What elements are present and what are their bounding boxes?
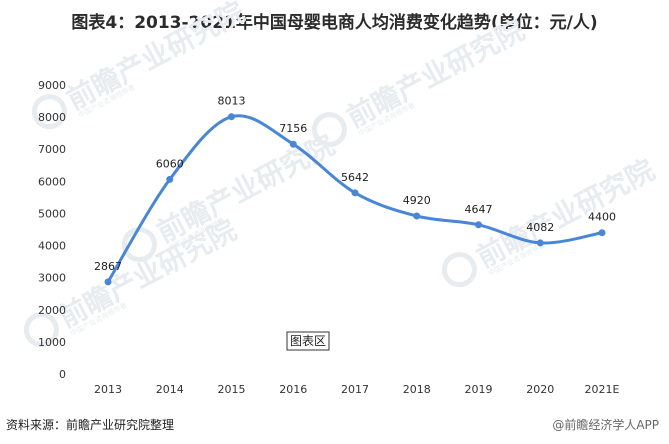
y-tick-label: 2000 xyxy=(38,304,66,317)
data-label: 8013 xyxy=(218,95,246,108)
y-tick-label: 7000 xyxy=(38,143,66,156)
y-tick-label: 3000 xyxy=(38,272,66,285)
data-point xyxy=(289,140,297,148)
x-tick-label: 2016 xyxy=(279,383,307,396)
y-tick-label: 5000 xyxy=(38,207,66,220)
data-label: 7156 xyxy=(279,122,307,135)
data-point xyxy=(351,189,359,197)
y-tick-label: 0 xyxy=(59,368,66,381)
watermark-logo xyxy=(441,252,477,288)
y-tick-label: 6000 xyxy=(38,175,66,188)
y-tick-label: 8000 xyxy=(38,111,66,124)
x-tick-label: 2020 xyxy=(526,383,554,396)
plot-area-label: 图表区 xyxy=(286,331,330,351)
data-label: 2867 xyxy=(94,260,122,273)
data-label: 5642 xyxy=(341,171,369,184)
credit-note: @前瞻经济学人APP xyxy=(552,418,659,432)
data-point xyxy=(475,221,482,229)
data-label: 4082 xyxy=(526,221,554,234)
x-tick-label: 2021E xyxy=(585,383,620,396)
data-point xyxy=(228,113,235,121)
y-tick-label: 4000 xyxy=(38,240,66,253)
y-axis: 0 1000 2000 3000 4000 5000 6000 7000 8000 9000 xyxy=(38,79,66,381)
data-point xyxy=(104,278,112,286)
x-tick-label: 2015 xyxy=(218,383,246,396)
y-tick-label: 9000 xyxy=(38,79,66,92)
y-tick-label: 1000 xyxy=(38,336,66,349)
data-point xyxy=(166,175,174,183)
data-point xyxy=(598,229,606,237)
data-points xyxy=(104,113,606,286)
series-line xyxy=(106,114,604,284)
watermark-logo xyxy=(23,312,59,348)
x-axis: 2013 2014 2015 2016 2017 2018 2019 2020 2021E xyxy=(94,383,620,396)
chart-title: 图表4：2013-2021年中国母婴电商人均消费变化趋势(单位：元/人) xyxy=(71,13,598,33)
watermark-text: 前瞻产业研究院 xyxy=(341,13,530,134)
watermark-text: 前瞻产业研究院 xyxy=(151,128,340,249)
data-label: 4400 xyxy=(588,211,616,224)
data-label: 4647 xyxy=(465,203,493,216)
watermark-text: 前瞻产业研究院 xyxy=(471,153,660,274)
plot-area-label-text: 图表区 xyxy=(290,334,326,348)
x-tick-label: 2018 xyxy=(403,383,431,396)
data-label: 6060 xyxy=(156,157,184,170)
data-labels: 2867 6060 8013 7156 5642 4920 4647 4082 4400 xyxy=(94,95,616,273)
data-label: 4920 xyxy=(403,194,431,207)
data-point xyxy=(536,239,544,247)
data-point xyxy=(413,212,421,220)
source-note: 资料来源：前瞻产业研究院整理 xyxy=(6,418,175,432)
x-tick-label: 2013 xyxy=(94,383,122,396)
x-tick-label: 2019 xyxy=(465,383,493,396)
watermark-logo xyxy=(31,94,67,130)
x-tick-label: 2014 xyxy=(156,383,184,396)
watermark-logo xyxy=(311,112,347,148)
x-tick-label: 2017 xyxy=(341,383,369,396)
